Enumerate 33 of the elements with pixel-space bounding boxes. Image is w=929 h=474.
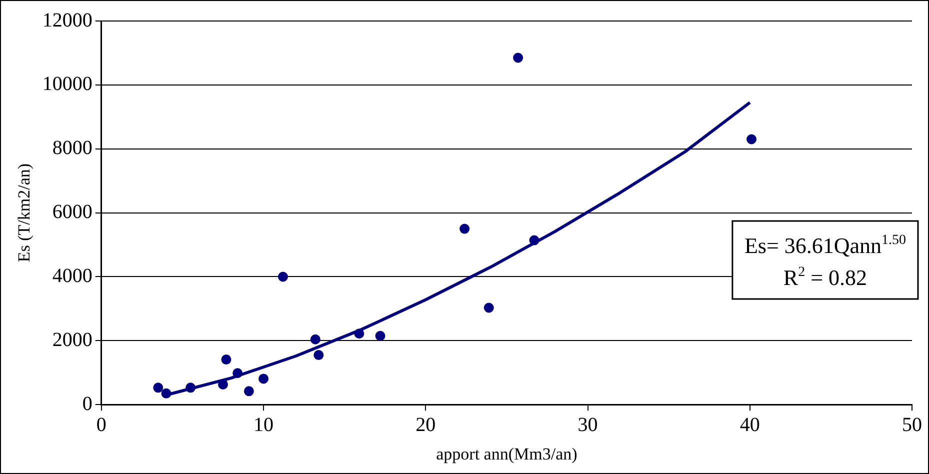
point [218, 379, 228, 390]
y-tick-label: 10000 [42, 73, 92, 96]
x-tick-label: 30 [578, 414, 598, 436]
point [314, 350, 324, 360]
x-tick-label: 40 [740, 414, 760, 436]
y-tick-label: 0 [82, 392, 92, 415]
point [221, 354, 232, 365]
y-tick-label: 4000 [52, 264, 92, 287]
y-tick-label: 6000 [52, 201, 92, 224]
point [186, 382, 196, 393]
point [375, 330, 386, 341]
point [484, 302, 494, 313]
point [354, 328, 364, 339]
y-tick-label: 8000 [52, 137, 92, 160]
point [746, 134, 756, 144]
x-tick-label: 10 [254, 414, 274, 436]
point [310, 334, 320, 344]
y-tick-label: 12000 [42, 9, 92, 32]
point [278, 272, 288, 282]
x-axis-title: apport ann(Mm3/an) [436, 444, 578, 464]
point [232, 368, 243, 378]
point [513, 52, 524, 63]
point [153, 382, 164, 393]
point [258, 374, 269, 384]
x-tick-label: 0 [96, 414, 106, 436]
x-tick-label: 50 [902, 414, 922, 436]
y-tick-label: 2000 [52, 328, 92, 351]
point [244, 386, 254, 396]
x-tick-label: 20 [416, 414, 436, 436]
point [460, 224, 470, 234]
point [161, 388, 172, 398]
y-axis-title: Es (T/km2/an) [14, 163, 34, 262]
point [529, 235, 540, 246]
